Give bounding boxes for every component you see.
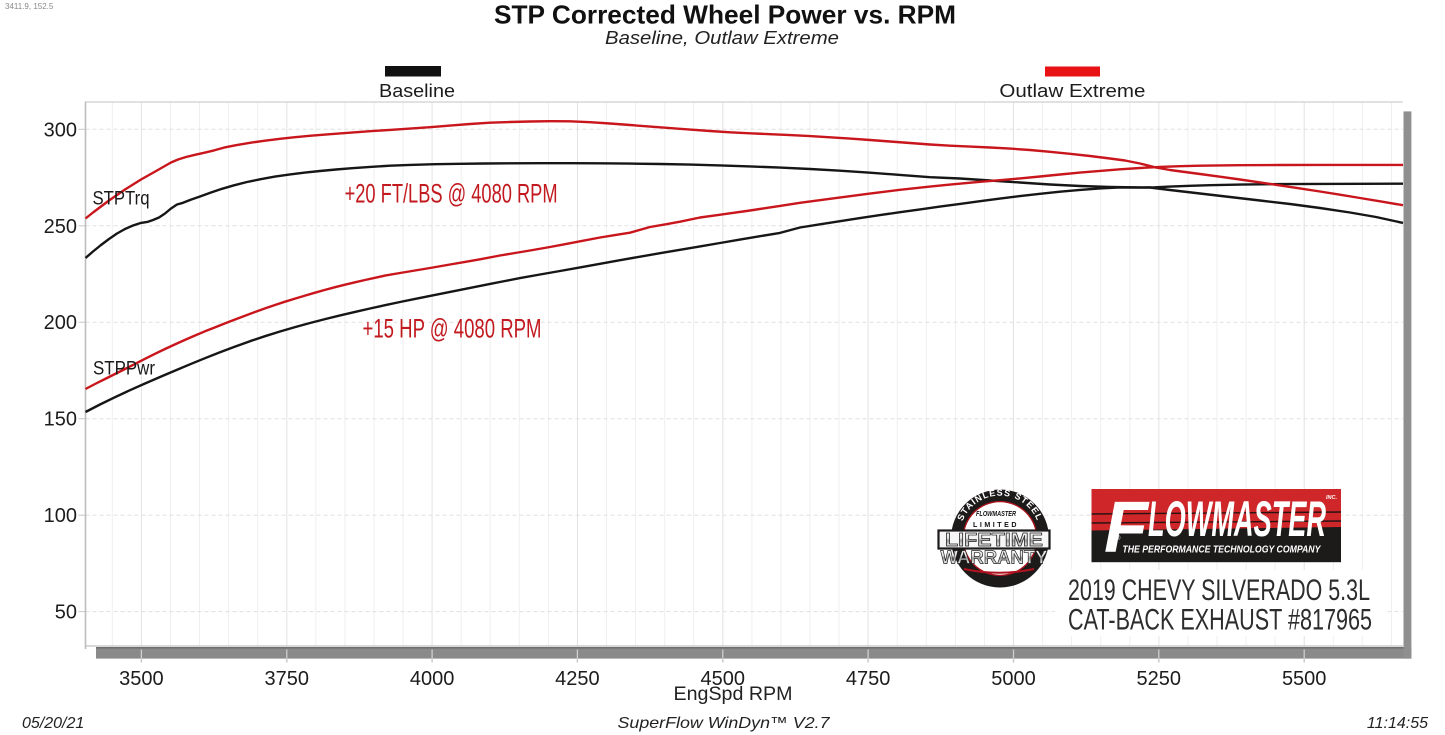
svg-text:300: 300 [44,119,77,141]
svg-text:3500: 3500 [119,668,164,690]
svg-text:Outlaw Extreme: Outlaw Extreme [999,81,1145,101]
svg-text:+15 HP @ 4080 RPM: +15 HP @ 4080 RPM [363,313,542,343]
svg-text:®: ® [1116,535,1121,542]
svg-text:EngSpd RPM: EngSpd RPM [674,684,793,705]
svg-text:2019 CHEVY SILVERADO 5.3L: 2019 CHEVY SILVERADO 5.3L [1068,574,1370,607]
svg-text:THE PERFORMANCE TECHNOLOGY COM: THE PERFORMANCE TECHNOLOGY COMPANY [1122,545,1321,556]
svg-text:Baseline: Baseline [379,81,455,101]
svg-text:11:14:55: 11:14:55 [1367,715,1428,732]
svg-text:5500: 5500 [1282,668,1327,690]
svg-text:4750: 4750 [846,668,891,690]
svg-text:100: 100 [44,505,77,527]
svg-text:+20 FT/LBS @ 4080 RPM: +20 FT/LBS @ 4080 RPM [345,179,558,209]
svg-text:WARRANTY: WARRANTY [941,548,1048,568]
svg-text:50: 50 [55,602,77,624]
svg-text:STPPwr: STPPwr [93,359,156,380]
svg-text:05/20/21: 05/20/21 [22,715,84,732]
svg-text:FLOWMASTER: FLOWMASTER [976,509,1016,518]
svg-text:3750: 3750 [265,668,310,690]
svg-text:CAT-BACK EXHAUST #817965: CAT-BACK EXHAUST #817965 [1068,604,1372,637]
svg-text:Baseline, Outlaw Extreme: Baseline, Outlaw Extreme [605,28,839,48]
svg-text:F: F [1104,488,1150,568]
svg-text:250: 250 [44,216,77,238]
svg-text:4500: 4500 [701,668,746,690]
svg-text:STPTrq: STPTrq [93,188,150,209]
svg-text:SuperFlow WinDyn™ V2.7: SuperFlow WinDyn™ V2.7 [618,715,831,732]
svg-text:5250: 5250 [1137,668,1182,690]
svg-text:3411.9, 152.5: 3411.9, 152.5 [5,2,54,11]
svg-text:5000: 5000 [991,668,1036,690]
svg-text:4000: 4000 [410,668,455,690]
svg-text:LIMITED: LIMITED [973,522,1019,529]
svg-text:200: 200 [44,312,77,334]
svg-text:150: 150 [44,409,77,431]
svg-text:LIFETIME: LIFETIME [945,530,1043,550]
svg-text:4250: 4250 [555,668,600,690]
svg-text:LOWMASTER: LOWMASTER [1148,491,1326,547]
svg-text:INC.: INC. [1326,495,1337,501]
svg-text:STP Corrected Wheel Power vs.: STP Corrected Wheel Power vs. RPM [494,0,956,30]
